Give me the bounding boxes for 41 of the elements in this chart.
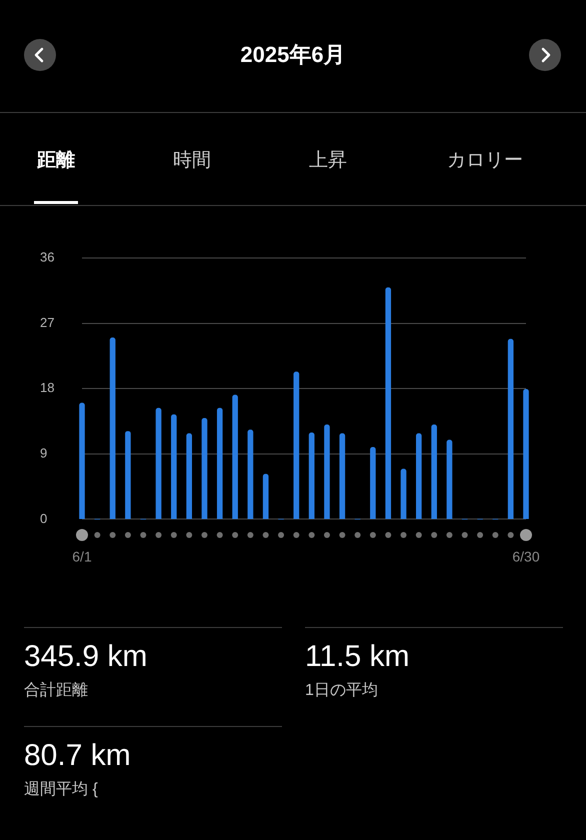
bar <box>79 402 85 520</box>
bar <box>156 408 162 520</box>
bar <box>385 287 392 520</box>
y-tick-label: 36 <box>40 250 54 265</box>
text: 週間平均 { <box>24 780 98 800</box>
bar <box>523 388 529 520</box>
bar <box>186 433 192 520</box>
bar <box>125 431 131 520</box>
bar <box>171 414 177 520</box>
y-tick-label: 9 <box>40 445 48 460</box>
bar <box>232 394 238 520</box>
y-tick-label: 18 <box>40 380 54 396</box>
y-tick-label: 27 <box>40 314 54 330</box>
text: 上昇 <box>308 149 348 173</box>
text: 1日の平均 <box>305 681 378 701</box>
bar <box>416 433 422 520</box>
text: 距離 <box>36 149 76 173</box>
bar <box>431 424 437 520</box>
bar <box>339 433 346 520</box>
bar <box>324 424 330 520</box>
bar <box>248 430 254 520</box>
bar <box>370 447 376 520</box>
text: 時間 <box>172 149 212 173</box>
text: 11.5 km <box>305 640 410 674</box>
bar <box>446 440 452 520</box>
bar <box>400 468 406 520</box>
bar <box>262 474 269 520</box>
x-tick-label: 6/1 <box>72 548 92 564</box>
bar <box>308 432 314 520</box>
bar <box>508 338 514 520</box>
text: 80.7 km <box>24 739 131 773</box>
bar <box>202 418 208 520</box>
x-tick-label: 6/30 <box>512 548 540 564</box>
text: 合計距離 <box>24 680 88 701</box>
y-tick-label: 0 <box>40 510 48 526</box>
text: カロリー <box>446 149 524 173</box>
bar <box>294 372 300 520</box>
text: 345.9 km <box>24 640 148 674</box>
bar <box>216 408 223 520</box>
chart-title: 2025年6月 <box>239 41 347 69</box>
bar <box>110 337 116 520</box>
